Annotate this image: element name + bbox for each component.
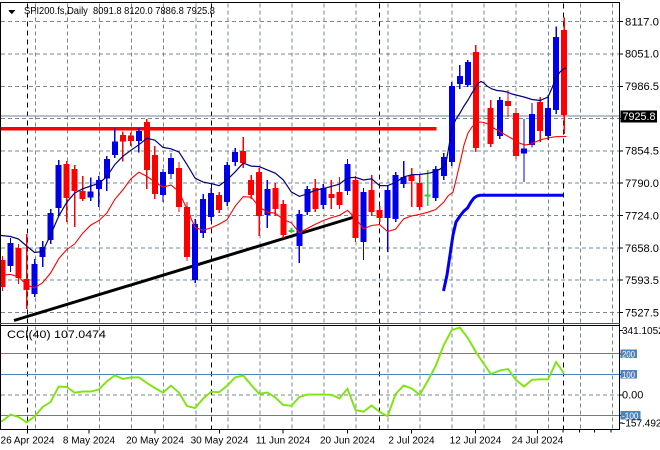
svg-text:7854.5: 7854.5: [625, 146, 659, 158]
svg-text:7658.0: 7658.0: [625, 243, 659, 255]
svg-text:-100: -100: [622, 411, 639, 422]
svg-text:100: 100: [622, 370, 635, 381]
svg-text:8 May 2024: 8 May 2024: [63, 436, 116, 447]
svg-text:7986.5: 7986.5: [625, 81, 659, 93]
svg-text:7527.5: 7527.5: [625, 307, 659, 319]
svg-text:7790.0: 7790.0: [625, 178, 659, 190]
svg-text:2 Jul 2024: 2 Jul 2024: [388, 436, 435, 447]
svg-text:SPI200.fs,Daily 8091.8 8120.0: SPI200.fs,Daily 8091.8 8120.0 7886.8 792…: [24, 5, 215, 17]
svg-text:12 Jul 2024: 12 Jul 2024: [450, 436, 502, 447]
svg-text:7925.8: 7925.8: [623, 111, 656, 123]
svg-text:24 Jul 2024: 24 Jul 2024: [512, 436, 564, 447]
svg-text:341.1052: 341.1052: [622, 326, 660, 337]
svg-text:8117.0: 8117.0: [625, 16, 659, 28]
svg-text:30 May 2024: 30 May 2024: [191, 436, 249, 447]
svg-text:20 May 2024: 20 May 2024: [126, 436, 184, 447]
svg-text:0.00: 0.00: [622, 390, 643, 402]
svg-text:200: 200: [622, 349, 635, 360]
svg-text:7593.5: 7593.5: [625, 275, 659, 287]
svg-text:-157.4924: -157.4924: [622, 419, 660, 430]
svg-text:26 Apr 2024: 26 Apr 2024: [1, 436, 55, 447]
svg-text:8051.0: 8051.0: [625, 49, 659, 61]
svg-text:20 Jun 2024: 20 Jun 2024: [320, 436, 375, 447]
svg-text:CCI(40) 107.0474: CCI(40) 107.0474: [7, 329, 106, 341]
svg-text:7724.0: 7724.0: [625, 210, 659, 222]
svg-text:11 Jun 2024: 11 Jun 2024: [256, 436, 311, 447]
